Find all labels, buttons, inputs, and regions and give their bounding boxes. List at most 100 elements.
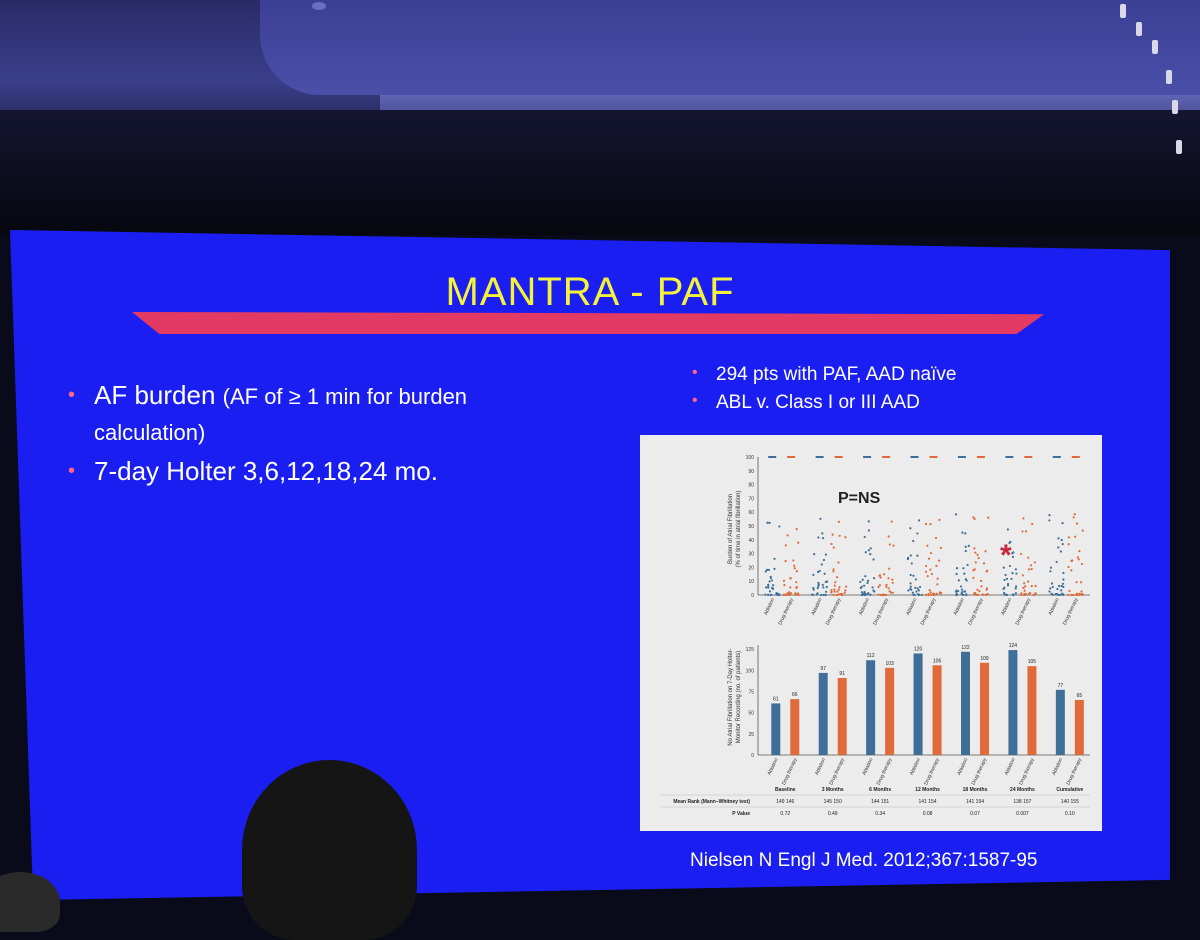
scatter-point [867, 579, 870, 582]
scatter-point [1015, 572, 1018, 575]
scatter-point [912, 539, 915, 543]
scatter-point [1050, 592, 1053, 595]
scatter-point [915, 590, 918, 593]
scatter-point [764, 570, 767, 573]
bullet-detail-cont: calculation) [94, 420, 206, 445]
scatter-point [920, 593, 923, 597]
scatter-point [959, 585, 963, 588]
bar-group-label: Drug therapy [828, 757, 846, 786]
scatter-point [789, 586, 792, 589]
scatter-point [974, 561, 977, 564]
scatter-point [1055, 592, 1059, 596]
scatter-group-label: Ablation [1048, 597, 1061, 616]
bar-y-tick-label: 50 [748, 711, 754, 717]
scatter-point [1006, 528, 1010, 531]
bar [979, 662, 989, 755]
scatter-point [821, 537, 825, 540]
bullet-main: AF burden [94, 380, 216, 410]
scatter-point [769, 593, 772, 597]
slide-title: MANTRA - PAF [445, 270, 735, 314]
scatter-point [838, 534, 841, 537]
scatter-point [1020, 592, 1023, 595]
scatter-point [1075, 581, 1078, 584]
scatter-point [820, 563, 823, 566]
scatter-point [844, 536, 847, 539]
scatter-point [839, 592, 842, 596]
scatter-point [792, 559, 795, 562]
bar-value-label: 103 [885, 661, 894, 667]
scatter-point [769, 575, 772, 578]
scatter-point [1072, 593, 1075, 597]
scatter-point [821, 532, 824, 535]
scatter-point [1023, 582, 1026, 585]
scatter-y-tick-label: 0 [751, 593, 754, 599]
scatter-point [914, 586, 917, 589]
scatter-point [873, 590, 876, 593]
scatter-point [1027, 568, 1031, 571]
scatter-point [1032, 593, 1036, 597]
bar-group-label: Ablation [767, 757, 780, 776]
scatter-point [1014, 592, 1018, 595]
p-value: 0.49 [828, 811, 838, 817]
scatter-point [982, 562, 986, 565]
scatter-point [816, 570, 820, 574]
scatter-point [967, 544, 970, 547]
scatter-point [1024, 530, 1028, 533]
scatter-point [924, 522, 928, 526]
bar-group-label: Ablation [861, 757, 874, 776]
scatter-point [843, 591, 846, 594]
projected-slide: MANTRA - PAF • AF burden (AF of ≥ 1 min … [10, 230, 1170, 900]
scatter-point [869, 593, 872, 596]
bar-group-label: Ablation [814, 757, 827, 776]
scatter-point [866, 592, 869, 595]
scatter-point [1062, 585, 1065, 589]
scatter-point [980, 579, 983, 583]
scatter-point [888, 567, 891, 570]
bar-y-tick-label: 25 [748, 732, 754, 738]
scatter-top-cluster [1052, 456, 1061, 458]
scatter-point [861, 578, 864, 581]
scatter-point [954, 513, 958, 516]
scatter-point [963, 572, 966, 575]
scatter-point [789, 577, 792, 580]
scatter-point [892, 544, 895, 547]
scatter-point [822, 558, 826, 562]
significance-asterisk: * [1000, 539, 1012, 572]
scatter-point [1002, 566, 1005, 569]
bar-value-label: 112 [867, 653, 875, 659]
bar-value-label: 105 [1028, 659, 1037, 665]
scatter-point [825, 585, 828, 589]
timepoint-label: 12 Months [915, 787, 940, 793]
bullet-af-burden: • AF burden (AF of ≥ 1 min for burden ca… [68, 378, 467, 450]
scatter-top-cluster [910, 456, 919, 458]
scatter-point [860, 593, 863, 597]
scatter-point [972, 576, 975, 580]
scatter-point [812, 573, 815, 576]
scatter-point [978, 590, 981, 593]
mean-rank-value: 149 146 [776, 799, 794, 805]
timepoint-label: 3 Months [822, 787, 844, 793]
scatter-top-cluster [957, 456, 966, 458]
right-bullet-pts: • 294 pts with PAF, AAD naïve [692, 364, 956, 386]
bar-value-label: 97 [820, 666, 826, 672]
bar [1074, 700, 1084, 755]
scatter-point [768, 521, 771, 524]
scatter-point [924, 570, 928, 573]
scatter-point [872, 558, 875, 561]
scatter-point [797, 541, 800, 544]
scatter-point [1005, 544, 1008, 548]
bar-y-label: No Atrial Fibrillation on 7-Day Holter- [728, 648, 734, 745]
scatter-point [909, 573, 912, 577]
scatter-point [1079, 581, 1083, 584]
scatter-point [793, 564, 796, 567]
scatter-point [916, 587, 919, 590]
scatter-point [878, 574, 881, 577]
scatter-point [929, 593, 932, 596]
scatter-point [887, 535, 890, 538]
scatter-point [819, 517, 822, 520]
scatter-point [877, 585, 880, 589]
timepoint-label: Cumulative [1056, 787, 1083, 793]
scatter-point [879, 593, 882, 597]
bar [1027, 666, 1037, 755]
scatter-point [784, 593, 788, 597]
